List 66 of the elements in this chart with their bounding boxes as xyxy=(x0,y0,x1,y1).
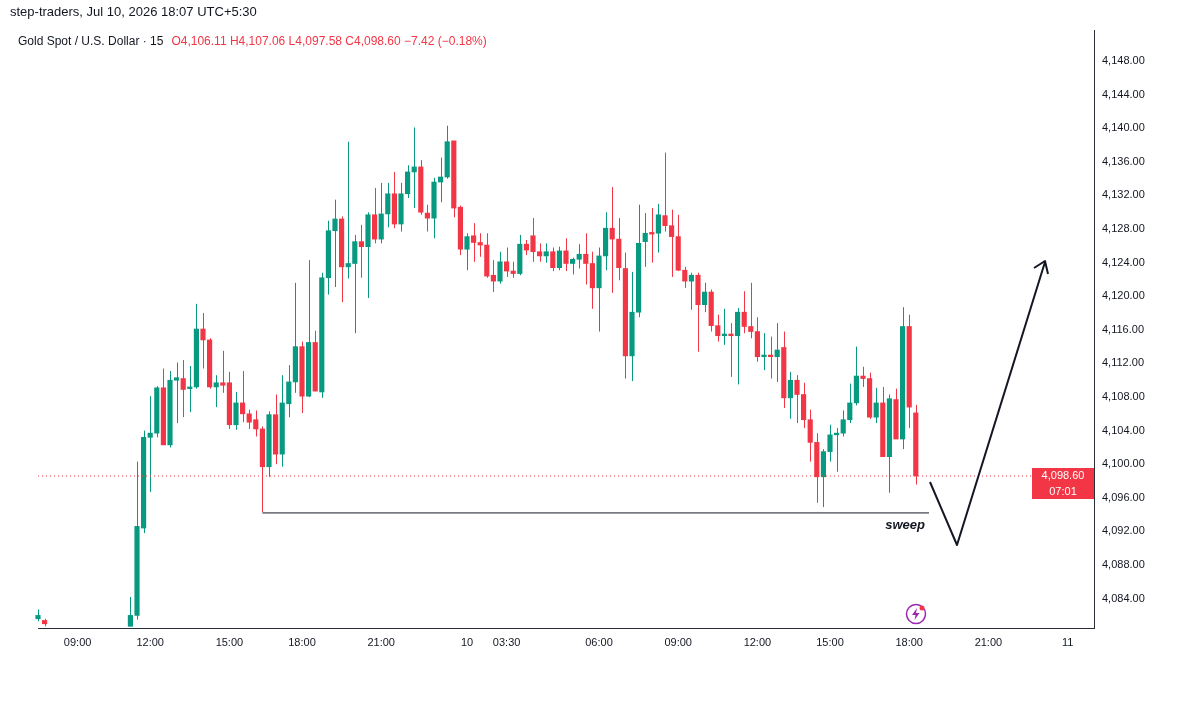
y-tick-label: 4,140.00 xyxy=(1102,121,1145,134)
candlestick xyxy=(233,391,239,431)
candlestick xyxy=(609,186,615,294)
candlestick xyxy=(873,387,879,424)
y-tick-label: 4,148.00 xyxy=(1102,54,1145,67)
candlestick xyxy=(655,203,661,254)
chart-title: Gold Spot / U.S. Dollar · 15 xyxy=(18,34,164,48)
y-tick-label: 4,108.00 xyxy=(1102,390,1145,403)
candlestick xyxy=(477,232,483,258)
candlestick xyxy=(464,232,470,271)
candlestick xyxy=(774,322,780,383)
y-tick-label: 4,100.00 xyxy=(1102,457,1145,470)
candlestick xyxy=(213,374,219,408)
y-tick-label: 4,088.00 xyxy=(1102,558,1145,571)
x-tick-label: 06:00 xyxy=(585,635,613,648)
candlestick xyxy=(642,212,648,268)
candlestick xyxy=(497,251,503,285)
candlestick xyxy=(576,243,582,270)
y-tick-label: 4,132.00 xyxy=(1102,188,1145,201)
x-tick-label: 18:00 xyxy=(288,635,316,648)
y-tick-label: 4,124.00 xyxy=(1102,255,1145,268)
candlestick xyxy=(702,282,708,313)
y-tick-label: 4,096.00 xyxy=(1102,490,1145,503)
candlestick xyxy=(240,370,246,423)
candlestick xyxy=(180,359,186,418)
candlestick xyxy=(543,242,549,264)
ref-line-label: 4,098.60 xyxy=(1041,469,1085,482)
candlestick xyxy=(471,222,477,263)
candlestick xyxy=(583,232,589,285)
candlestick xyxy=(200,312,206,369)
x-tick-label: 18:00 xyxy=(895,635,923,648)
x-tick-label: 03:30 xyxy=(492,635,521,648)
ref-line-label: sweep xyxy=(885,517,926,533)
x-tick-label: 11 xyxy=(1061,635,1074,648)
candlestick xyxy=(761,332,767,371)
candlestick xyxy=(358,224,364,279)
y-tick-label: 4,136.00 xyxy=(1102,154,1145,167)
y-tick-label: 4,112.00 xyxy=(1102,356,1145,369)
y-tick-label: 4,144.00 xyxy=(1102,87,1145,100)
candlestick xyxy=(728,322,734,378)
y-tick-label: 4,116.00 xyxy=(1102,322,1145,335)
candlestick xyxy=(147,395,153,493)
x-tick-label: 21:00 xyxy=(974,635,1003,648)
candlestick xyxy=(220,350,226,394)
y-tick-label: 4,128.00 xyxy=(1102,222,1145,235)
candlestick xyxy=(787,371,793,420)
candlestick xyxy=(385,182,391,228)
y-tick-label: 4,120.00 xyxy=(1102,289,1145,302)
candlestick xyxy=(504,247,510,278)
text: step-traders, Jul 10, 2026 18:07 UTC+5:30 xyxy=(10,4,257,19)
x-tick-label: 15:00 xyxy=(215,635,244,648)
x-tick-label: 12:00 xyxy=(136,635,164,648)
chart-subtitle: O4,106.11 H4,107.06 L4,097.58 C4,098.60 −7.42 (−0.18%) xyxy=(171,34,487,48)
x-tick-label: 10 xyxy=(460,635,474,648)
candlestick xyxy=(563,237,569,272)
x-tick-label: 15:00 xyxy=(816,635,844,648)
y-tick-label: 4,084.00 xyxy=(1102,591,1145,604)
x-tick-label: 09:00 xyxy=(664,635,692,648)
x-tick-label: 21:00 xyxy=(367,635,395,648)
y-tick-label: 4,104.00 xyxy=(1102,423,1145,436)
annotation: 07:01 xyxy=(1049,484,1077,497)
candlestick xyxy=(556,246,562,271)
x-tick-label: 12:00 xyxy=(743,635,772,648)
x-tick-label: 09:00 xyxy=(63,635,92,648)
candlestick xyxy=(550,247,556,272)
y-tick-label: 4,092.00 xyxy=(1102,524,1145,537)
